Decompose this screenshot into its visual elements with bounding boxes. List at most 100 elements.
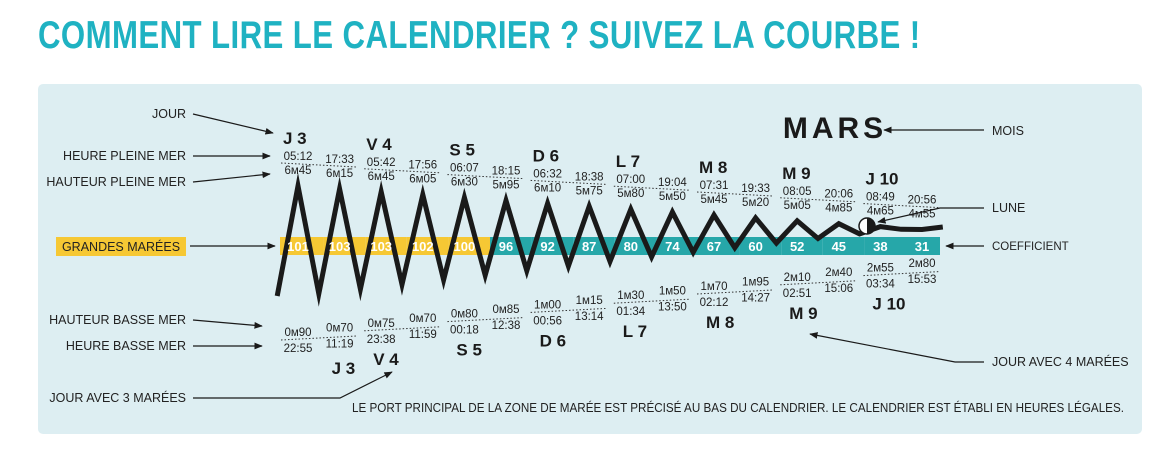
legend-heure-basse-mer: HEURE BASSE MER <box>66 339 186 353</box>
high-tide-height: 6м45 <box>368 171 395 183</box>
low-tide-separator <box>863 271 940 277</box>
coefficient-cell <box>906 237 940 255</box>
tide-curve <box>274 172 944 307</box>
high-tide-height: 5м75 <box>576 185 603 197</box>
arrow-hauteur-basse-mer <box>192 319 263 329</box>
low-tide-time: 13:14 <box>575 311 604 323</box>
legend-hauteur-pleine-mer: HAUTEUR PLEINE MER <box>46 175 186 189</box>
page-title: COMMENT LIRE LE CALENDRIER ? SUIVEZ LA C… <box>38 14 921 57</box>
low-tide-day-label: J 10 <box>872 295 905 314</box>
high-tide-height: 6м15 <box>326 168 353 180</box>
coefficient-value: 100 <box>454 239 476 254</box>
moon-icon-half <box>867 218 875 234</box>
high-tide-height: 6м45 <box>284 165 311 177</box>
high-tide-time: 18:15 <box>492 166 521 178</box>
high-tide-height: 5м05 <box>784 200 811 212</box>
legend-coefficient: COEFFICIENT <box>992 241 1069 253</box>
high-tide-time: 19:33 <box>741 183 770 195</box>
high-tide-day-label: L 7 <box>616 152 640 171</box>
low-tide-separator <box>447 317 524 323</box>
low-tide-separator <box>696 289 773 295</box>
legend-grandes-marees: GRANDES MARÉES <box>62 239 180 254</box>
high-tide-separator <box>280 162 357 168</box>
low-tide-time: 00:56 <box>533 315 562 327</box>
high-tide-time: 08:49 <box>866 192 895 204</box>
high-tide-height: 5м95 <box>492 180 519 192</box>
low-tide-separator <box>780 280 856 286</box>
low-tide-time: 23:38 <box>367 334 396 346</box>
low-tide-time: 00:18 <box>450 325 479 337</box>
low-tide-time: 12:38 <box>492 320 521 332</box>
low-tide-height: 0м70 <box>326 322 353 334</box>
coefficient-value: 80 <box>624 239 638 254</box>
coefficient-value: 92 <box>540 239 554 254</box>
arrow-hauteur-pleine-mer <box>192 171 271 183</box>
low-tide-time: 11:19 <box>326 338 354 350</box>
high-tide-day-label: V 4 <box>366 135 392 154</box>
high-tide-time: 18:38 <box>575 171 604 183</box>
high-tide-time: 06:07 <box>450 163 479 175</box>
month-label: MARS <box>783 112 887 145</box>
high-tide-time: 07:31 <box>700 180 729 192</box>
high-tide-height: 6м10 <box>534 182 561 194</box>
coefficient-value: 74 <box>665 239 680 254</box>
high-tide-height: 6м05 <box>409 174 436 186</box>
arrow-jour-4-marees <box>809 332 984 363</box>
legend-jour: JOUR <box>152 107 186 121</box>
legend-hauteur-basse-mer: HAUTEUR BASSE MER <box>49 313 186 327</box>
high-tide-separator <box>696 191 773 197</box>
coefficient-value: 87 <box>582 239 596 254</box>
high-tide-time: 07:00 <box>616 174 645 186</box>
high-tide-height: 5м80 <box>617 188 644 200</box>
low-tide-day-label: V 4 <box>373 350 399 369</box>
high-tide-separator <box>863 203 940 209</box>
low-tide-height: 2м55 <box>867 263 894 275</box>
high-tide-time: 19:04 <box>658 177 687 189</box>
low-tide-height: 0м70 <box>409 313 436 325</box>
high-tide-separator <box>780 197 856 203</box>
low-tide-time: 14:27 <box>741 292 770 304</box>
low-tide-height: 2м80 <box>908 258 935 270</box>
low-tide-time: 15:53 <box>908 274 937 286</box>
coefficient-value: 31 <box>915 239 929 254</box>
coefficient-cell <box>822 237 865 255</box>
coefficient-value: 67 <box>707 239 721 254</box>
coefficient-value: 101 <box>287 239 309 254</box>
low-tide-day-label: L 7 <box>623 322 647 341</box>
calendar-panel <box>38 84 1142 434</box>
high-tide-time: 17:33 <box>325 154 354 166</box>
arrow-jour-3-marees <box>193 371 393 399</box>
high-tide-separator <box>530 179 607 185</box>
high-tide-height: 4м55 <box>908 209 935 221</box>
low-tide-day-label: S 5 <box>456 341 482 360</box>
low-tide-height: 1м95 <box>742 276 769 288</box>
high-tide-height: 6м30 <box>451 177 478 189</box>
high-tide-height: 4м65 <box>867 206 894 218</box>
high-tide-separator <box>447 174 524 180</box>
low-tide-day-label: M 8 <box>706 313 734 332</box>
low-tide-height: 0м75 <box>368 318 395 330</box>
low-tide-time: 11:59 <box>409 329 437 341</box>
legend-heure-pleine-mer: HEURE PLEINE MER <box>63 149 186 163</box>
high-tide-day-label: J 3 <box>283 129 307 148</box>
low-tide-height: 1м00 <box>534 299 561 311</box>
coefficient-value: 52 <box>790 239 804 254</box>
high-tide-day-label: M 8 <box>699 158 727 177</box>
low-tide-day-label: J 3 <box>332 359 356 378</box>
high-tide-time: 20:06 <box>824 189 853 201</box>
low-tide-height: 2м40 <box>825 267 852 279</box>
high-tide-time: 20:56 <box>908 195 937 207</box>
high-tide-time: 08:05 <box>783 186 812 198</box>
low-tide-separator <box>613 298 690 304</box>
grandes-marees-swatch <box>56 237 186 256</box>
coefficient-cell <box>781 237 823 255</box>
high-tide-time: 06:32 <box>533 168 562 180</box>
high-tide-separator <box>613 185 690 191</box>
low-tide-time: 22:55 <box>284 343 313 355</box>
coefficient-cell <box>739 237 782 255</box>
coefficient-value: 96 <box>499 239 513 254</box>
low-tide-time: 02:12 <box>700 297 729 309</box>
coefficient-value: 103 <box>329 239 351 254</box>
legend-lune: LUNE <box>992 201 1025 215</box>
